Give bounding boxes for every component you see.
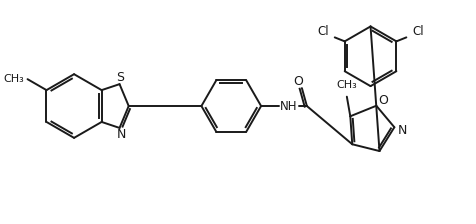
Text: O: O (377, 94, 387, 107)
Text: CH₃: CH₃ (336, 80, 357, 90)
Text: CH₃: CH₃ (4, 74, 24, 84)
Text: NH: NH (279, 99, 297, 112)
Text: N: N (117, 128, 126, 141)
Text: Cl: Cl (412, 25, 423, 38)
Text: S: S (116, 71, 124, 84)
Text: O: O (292, 75, 302, 88)
Text: Cl: Cl (317, 25, 328, 38)
Text: N: N (397, 124, 406, 137)
